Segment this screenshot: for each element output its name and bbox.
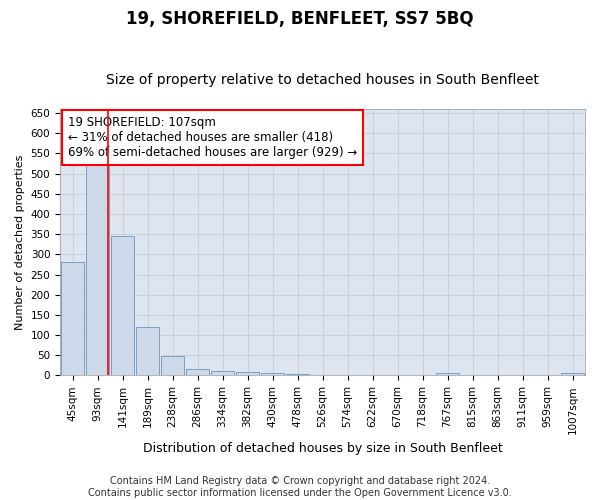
Bar xyxy=(136,327,159,376)
Text: Contains HM Land Registry data © Crown copyright and database right 2024.
Contai: Contains HM Land Registry data © Crown c… xyxy=(88,476,512,498)
Y-axis label: Number of detached properties: Number of detached properties xyxy=(15,154,25,330)
Bar xyxy=(161,356,184,376)
Bar xyxy=(261,373,284,376)
Bar xyxy=(211,370,234,376)
Bar xyxy=(236,372,259,376)
Bar xyxy=(111,236,134,376)
Bar xyxy=(436,373,459,376)
Text: 19 SHOREFIELD: 107sqm
← 31% of detached houses are smaller (418)
69% of semi-det: 19 SHOREFIELD: 107sqm ← 31% of detached … xyxy=(68,116,357,158)
X-axis label: Distribution of detached houses by size in South Benfleet: Distribution of detached houses by size … xyxy=(143,442,502,455)
Bar xyxy=(561,374,584,376)
Bar xyxy=(286,374,309,376)
Bar xyxy=(186,368,209,376)
Title: Size of property relative to detached houses in South Benfleet: Size of property relative to detached ho… xyxy=(106,73,539,87)
Bar xyxy=(86,164,109,376)
Bar xyxy=(61,262,84,376)
Text: 19, SHOREFIELD, BENFLEET, SS7 5BQ: 19, SHOREFIELD, BENFLEET, SS7 5BQ xyxy=(126,10,474,28)
